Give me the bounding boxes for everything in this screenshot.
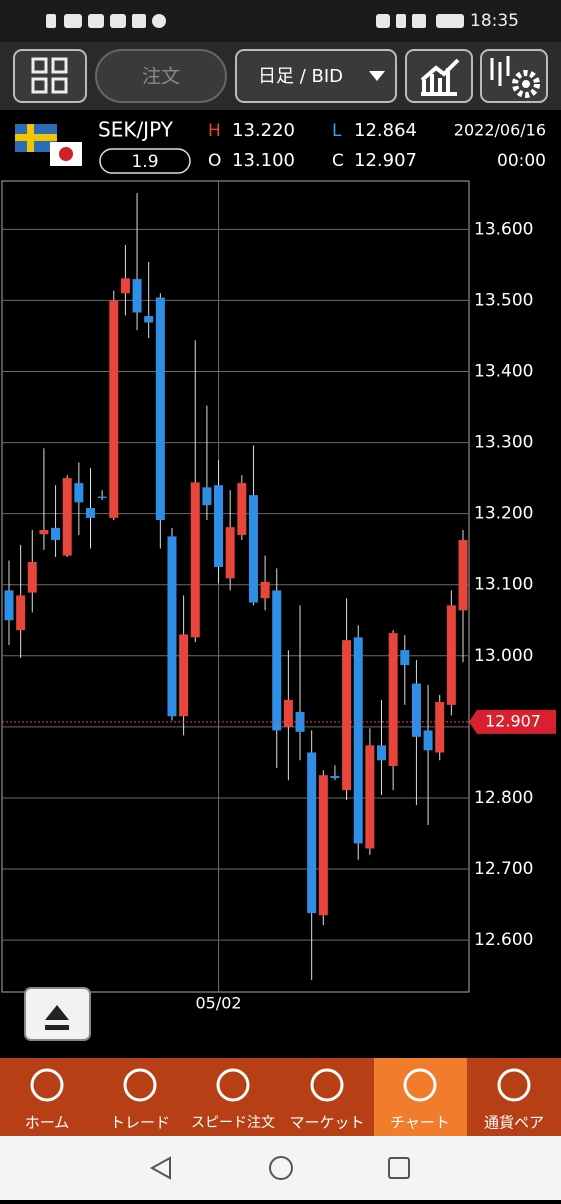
candle-body	[225, 527, 235, 579]
candle-body	[435, 702, 445, 753]
candle-body	[120, 278, 130, 294]
candle-body	[365, 745, 375, 849]
y-tick-label: 13.000	[474, 646, 533, 666]
plot-area	[1, 180, 470, 993]
nav-icon[interactable]	[403, 1068, 437, 1102]
nav-icon[interactable]	[310, 1068, 344, 1102]
candle-body	[307, 752, 317, 914]
y-tick-label: 13.600	[474, 219, 533, 239]
y-tick-label: 12.700	[474, 859, 533, 879]
y-tick-label: 13.300	[474, 433, 533, 453]
candle-body	[190, 482, 200, 638]
high-value: 13.220	[232, 120, 295, 141]
y-tick-label: 12.600	[474, 930, 533, 950]
period-label[interactable]: 日足 / BID	[258, 66, 343, 87]
nav-label[interactable]: スピード注文	[191, 1115, 275, 1131]
quote-date: 2022/06/16	[454, 121, 546, 140]
candle-body	[353, 637, 363, 844]
y-tick-label: 13.200	[474, 504, 533, 524]
candle-body	[446, 605, 456, 705]
lot[interactable]: 1.9	[131, 152, 158, 172]
candle-body	[109, 300, 119, 518]
nav-items: ホーム トレード スピード注文 マーケット チャート 通貨ペア	[25, 1068, 544, 1132]
candle-body	[330, 775, 340, 779]
high-label: H	[208, 121, 221, 141]
quote-time: 00:00	[497, 151, 546, 171]
order-button[interactable]: 注文	[95, 49, 227, 103]
order-label[interactable]: 注文	[142, 66, 180, 88]
candlestick-chart: 12.60012.70012.80012.90013.00013.10013.2…	[2, 181, 556, 1013]
system-nav	[0, 1136, 561, 1200]
candle-body	[74, 483, 84, 503]
candle-body	[423, 730, 433, 751]
candle-body	[39, 529, 49, 535]
candle-body	[295, 711, 305, 732]
x-tick-label: 05/02	[195, 994, 241, 1013]
candle-body	[167, 536, 177, 717]
candle-body	[144, 316, 154, 323]
nav-label[interactable]: トレード	[110, 1114, 170, 1132]
candle-body	[272, 590, 282, 731]
home-button[interactable]	[269, 1156, 293, 1180]
candle-body	[4, 590, 14, 621]
low-value: 12.864	[354, 120, 417, 141]
nav-icon[interactable]	[216, 1068, 250, 1102]
bottom-nav	[0, 1058, 561, 1136]
candle-body	[377, 745, 387, 761]
status-icons	[46, 14, 464, 28]
lot-box[interactable]	[99, 148, 191, 174]
candle-body	[97, 496, 107, 499]
candle-body	[214, 485, 224, 567]
candle-body	[342, 640, 352, 791]
period-select[interactable]: 日足 / BID	[235, 49, 397, 103]
candle-body	[318, 775, 328, 916]
y-tick-label: 12.800	[474, 788, 533, 808]
nav-icon[interactable]	[497, 1068, 531, 1102]
current-price-label: 12.907	[485, 711, 541, 730]
recents-button[interactable]	[388, 1157, 410, 1179]
candle-body	[260, 581, 270, 599]
nav-icon[interactable]	[30, 1068, 64, 1102]
settings-button[interactable]	[480, 49, 548, 103]
candle-body	[283, 699, 293, 727]
candle-body	[51, 527, 61, 540]
y-tick-label: 13.100	[474, 575, 533, 595]
open-value: 13.100	[232, 150, 295, 171]
candle-body	[458, 539, 468, 611]
open-label: O	[208, 151, 221, 171]
candle-body	[179, 634, 189, 717]
nav-label[interactable]: チャート	[390, 1114, 450, 1132]
candle-body	[132, 279, 142, 313]
candle-body	[85, 507, 95, 518]
symbol: SEK/JPY	[98, 118, 174, 142]
status-time: 18:35	[470, 11, 519, 31]
back-button[interactable]	[149, 1156, 171, 1180]
indicator-button[interactable]	[405, 49, 473, 103]
candle-body	[400, 650, 410, 666]
y-tick-label: 13.400	[474, 361, 533, 381]
candle-body	[388, 633, 398, 766]
close-label: C	[332, 151, 344, 171]
low-label: L	[332, 121, 342, 141]
nav-label[interactable]: マーケット	[289, 1114, 364, 1132]
japan-flag	[50, 142, 82, 166]
y-tick-label: 13.500	[474, 290, 533, 310]
current-price-badge	[469, 709, 556, 734]
candle-body	[27, 561, 37, 593]
menu-button[interactable]	[13, 49, 87, 103]
candle-body	[411, 683, 421, 737]
nav-label[interactable]: ホーム	[25, 1114, 70, 1132]
nav-icon[interactable]	[123, 1068, 157, 1102]
candle-body	[62, 478, 72, 556]
candle-body	[16, 595, 26, 631]
collapse-button[interactable]	[24, 987, 91, 1041]
candle-body	[202, 487, 212, 506]
nav-label[interactable]: 通貨ペア	[484, 1114, 544, 1132]
candle-body	[155, 297, 165, 521]
close-value: 12.907	[354, 150, 417, 171]
candle-body	[237, 483, 247, 535]
candle-body	[248, 495, 258, 603]
